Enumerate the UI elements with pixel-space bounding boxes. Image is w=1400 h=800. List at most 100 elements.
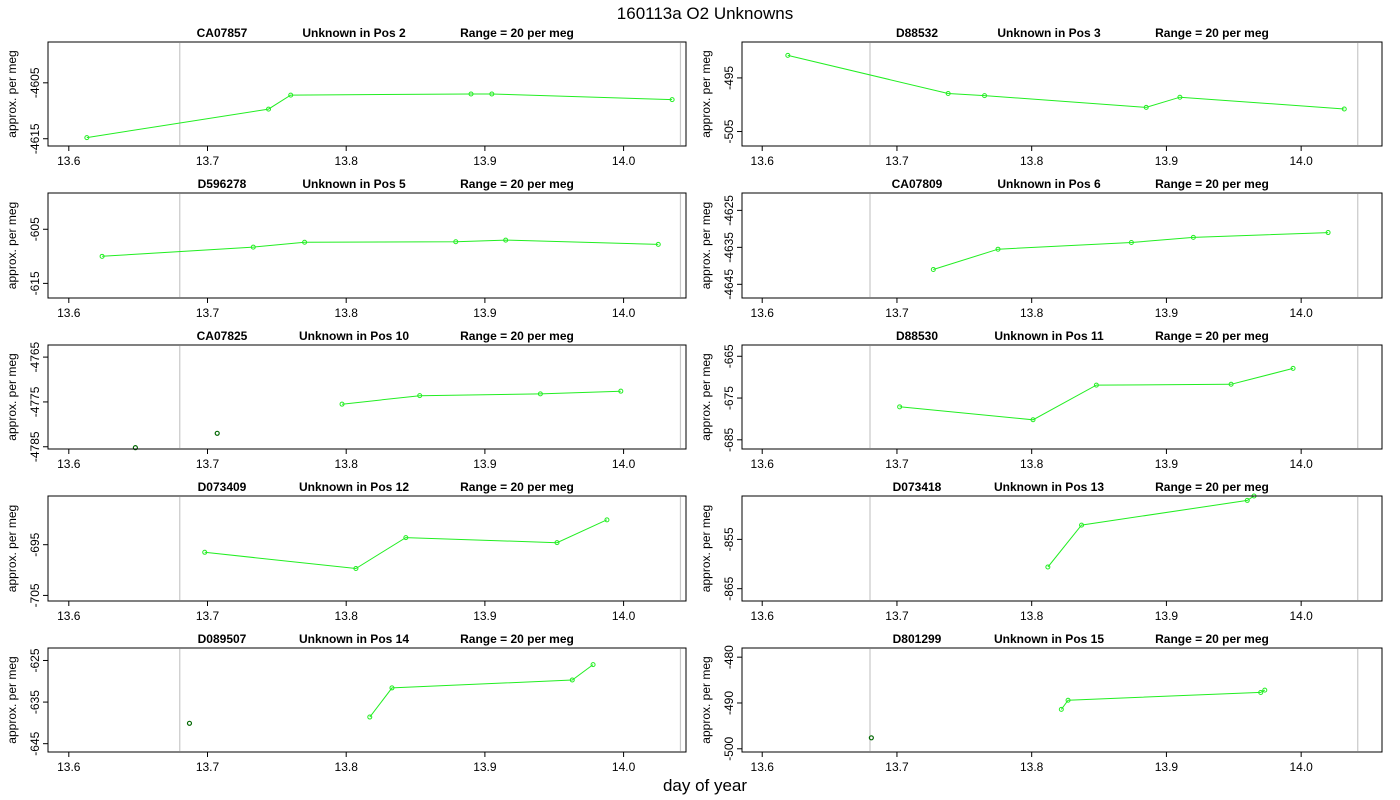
y-tick-label: -4635 (722, 232, 736, 263)
series-line (1060, 689, 1266, 710)
panel-range-label: Range = 20 per meg (460, 632, 574, 646)
data-point (655, 241, 661, 247)
plot-frame (47, 41, 687, 147)
panels: CA07857 Unknown in Pos 2 Range = 20 per me… (5, 26, 1383, 774)
x-tick-label: 13.8 (335, 609, 359, 623)
x-tick-label: 14.0 (612, 457, 636, 471)
figure-title: 160113a O2 Unknowns (617, 4, 793, 23)
y-tick-label: -855 (722, 527, 736, 551)
data-point (569, 677, 575, 683)
x-tick-label: 13.9 (1155, 609, 1179, 623)
data-point (897, 404, 903, 410)
x-tick-label: 13.6 (751, 306, 775, 320)
panel-position-label: Unknown in Pos 11 (994, 329, 1104, 343)
y-axis-label: approx. per meg (5, 202, 19, 289)
y-tick-label: -4775 (28, 386, 42, 417)
y-axis-label: approx. per meg (699, 50, 713, 137)
plot-frame (47, 192, 687, 299)
y-tick-label: -615 (28, 271, 42, 295)
y-axis-label: approx. per meg (699, 505, 713, 592)
series-line (86, 93, 673, 139)
data-point (1190, 234, 1196, 240)
data-point (250, 244, 256, 250)
series-line (787, 54, 1345, 110)
plot-frame (741, 344, 1383, 450)
data-point (1065, 697, 1071, 703)
x-tick-label: 13.7 (885, 306, 909, 320)
x-tick-label: 13.6 (57, 154, 81, 168)
data-point (99, 253, 105, 259)
series-line (102, 239, 659, 257)
panel-id-label: CA07809 (892, 177, 943, 191)
data-point (945, 90, 951, 96)
x-tick-label: 14.0 (612, 306, 636, 320)
y-tick-label: -4765 (28, 341, 42, 372)
x-tick-label: 14.0 (1289, 760, 1313, 774)
plot-frame (741, 41, 1383, 147)
panel-range-label: Range = 20 per meg (460, 480, 574, 494)
data-point (1079, 522, 1085, 528)
y-axis-label: approx. per meg (699, 202, 713, 289)
data-point (1290, 365, 1296, 371)
data-point (1325, 230, 1331, 236)
x-tick-label: 13.8 (335, 760, 359, 774)
x-tick-label: 13.9 (1155, 760, 1179, 774)
data-point (930, 267, 936, 273)
y-axis-label: approx. per meg (5, 353, 19, 440)
y-tick-label: -605 (28, 217, 42, 241)
data-point (785, 52, 791, 58)
data-point (339, 401, 345, 407)
isolated-point (186, 720, 193, 726)
panel-id-label: D596278 (198, 177, 247, 191)
data-point (503, 237, 509, 243)
panel-id-label: D089507 (198, 632, 247, 646)
data-point (489, 91, 495, 97)
data-point (1258, 689, 1264, 695)
x-tick-label: 13.8 (1020, 306, 1044, 320)
panel-range-label: Range = 20 per meg (460, 26, 574, 40)
panel-range-label: Range = 20 per meg (1155, 177, 1269, 191)
x-tick-label: 13.8 (335, 154, 359, 168)
panel-id-label: CA07825 (197, 329, 248, 343)
x-tick-label: 13.8 (335, 457, 359, 471)
data-point (590, 662, 596, 668)
data-point (618, 388, 624, 394)
data-point (1262, 687, 1268, 693)
y-tick-label: -4605 (28, 67, 42, 98)
isolated-point (132, 445, 138, 451)
x-tick-label: 13.6 (751, 609, 775, 623)
x-tick-label: 13.7 (885, 609, 909, 623)
panel-d596278: D596278 Unknown in Pos 5 Range = 20 per me… (5, 177, 687, 320)
x-tick-label: 13.6 (57, 609, 81, 623)
panel-id-label: CA07857 (197, 26, 248, 40)
x-tick-label: 13.7 (885, 760, 909, 774)
panel-ca07809: CA07809 Unknown in Pos 6 Range = 20 per me… (699, 177, 1383, 320)
x-tick-label: 13.7 (885, 457, 909, 471)
data-point (1228, 381, 1234, 387)
y-tick-label: -695 (28, 532, 42, 556)
panel-range-label: Range = 20 per meg (460, 329, 574, 343)
series-line (1047, 495, 1255, 568)
x-tick-label: 14.0 (612, 760, 636, 774)
data-point (554, 540, 560, 546)
data-point (1143, 104, 1149, 110)
data-point (367, 714, 373, 720)
panel-ca07857: CA07857 Unknown in Pos 2 Range = 20 per me… (5, 26, 687, 168)
x-tick-label: 13.9 (1155, 457, 1179, 471)
data-point (1045, 564, 1051, 570)
x-tick-label: 13.6 (751, 154, 775, 168)
data-point (995, 246, 1001, 252)
data-point (1341, 106, 1347, 112)
x-tick-label: 14.0 (1289, 457, 1313, 471)
y-axis-label: approx. per meg (5, 656, 19, 743)
x-tick-label: 13.6 (57, 760, 81, 774)
x-tick-label: 14.0 (1289, 306, 1313, 320)
series-line (899, 367, 1294, 421)
panel-position-label: Unknown in Pos 12 (299, 480, 409, 494)
y-tick-label: -675 (722, 386, 736, 410)
x-tick-label: 13.8 (335, 306, 359, 320)
panel-range-label: Range = 20 per meg (1155, 26, 1269, 40)
data-point (537, 391, 543, 397)
x-tick-label: 13.9 (473, 609, 497, 623)
y-tick-label: -4645 (722, 269, 736, 300)
